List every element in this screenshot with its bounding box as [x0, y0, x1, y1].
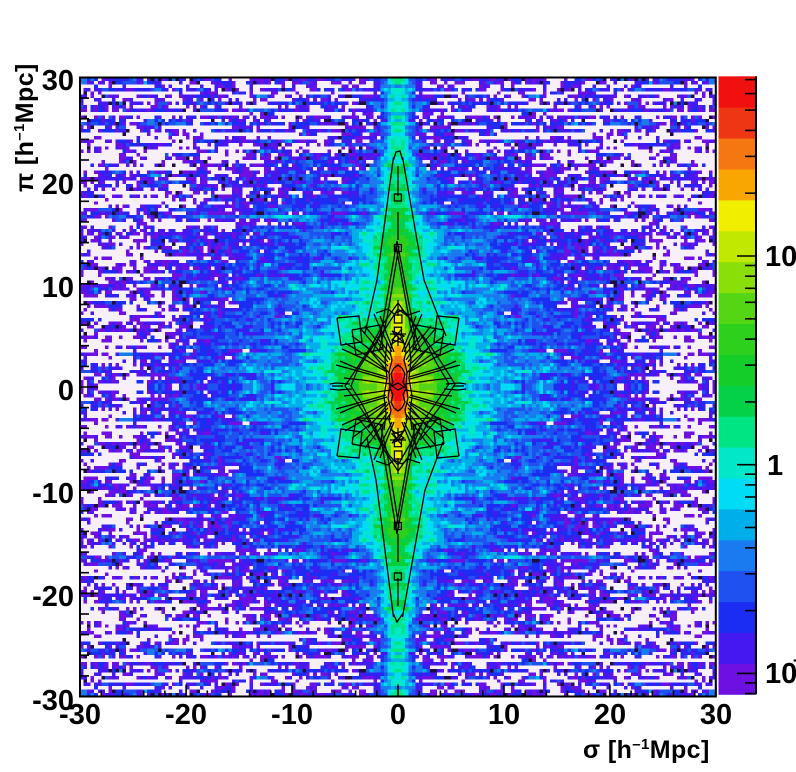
svg-text:1: 1	[767, 450, 783, 482]
svg-text:10: 10	[42, 272, 74, 304]
svg-text:-10: -10	[271, 699, 313, 731]
svg-text:π [h–1Mpc]: π [h–1Mpc]	[11, 63, 39, 192]
svg-text:10: 10	[765, 658, 796, 690]
svg-text:20: 20	[594, 699, 626, 731]
svg-text:-20: -20	[165, 699, 207, 731]
svg-text:10: 10	[765, 241, 796, 273]
svg-text:20: 20	[42, 169, 74, 201]
svg-text:0: 0	[58, 375, 74, 407]
svg-text:30: 30	[700, 699, 732, 731]
svg-text:0: 0	[390, 699, 406, 731]
svg-text:-30: -30	[32, 685, 74, 717]
svg-text:30: 30	[42, 65, 74, 97]
svg-text:-30: -30	[59, 699, 101, 731]
svg-text:10: 10	[488, 699, 520, 731]
svg-text:-20: -20	[32, 581, 74, 613]
svg-text:-10: -10	[32, 478, 74, 510]
svg-text:σ [h–1Mpc]: σ [h–1Mpc]	[583, 736, 710, 764]
svg-text:–1: –1	[793, 649, 796, 671]
